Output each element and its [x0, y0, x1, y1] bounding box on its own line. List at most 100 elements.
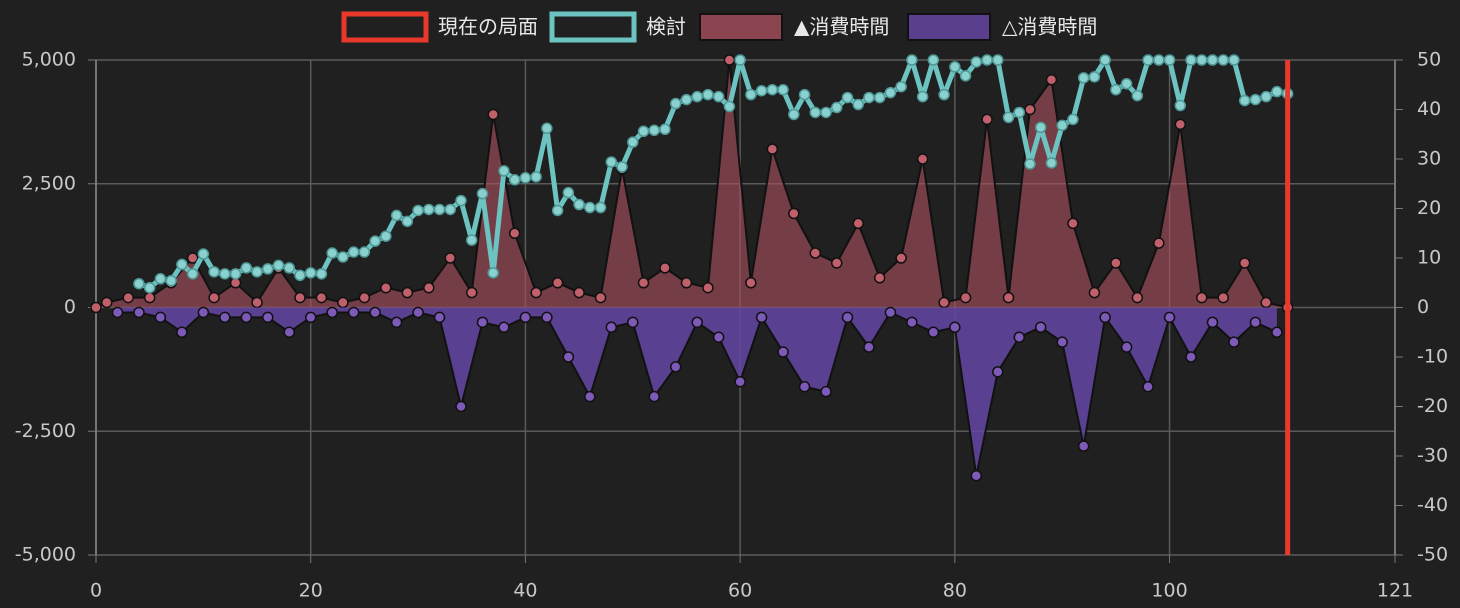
point: [1163, 311, 1176, 324]
point: [1131, 291, 1144, 304]
point: [240, 262, 253, 274]
point: [326, 306, 338, 319]
point: [1067, 113, 1079, 126]
point: [229, 268, 242, 280]
point: [551, 277, 564, 289]
point: [734, 54, 746, 66]
point: [702, 88, 714, 101]
point: [916, 153, 929, 165]
point: [412, 204, 424, 217]
point: [1153, 237, 1165, 249]
point: [347, 306, 360, 319]
point: [809, 106, 822, 119]
point: [1110, 83, 1122, 96]
point: [143, 291, 156, 304]
y-tick-label: -2,500: [15, 420, 76, 442]
point: [992, 366, 1004, 378]
point: [723, 100, 736, 113]
point: [476, 187, 489, 200]
y2-tick-label: -20: [1417, 395, 1448, 417]
point: [766, 143, 779, 155]
point: [1077, 72, 1090, 84]
point: [251, 296, 263, 309]
point: [197, 248, 210, 260]
x-tick-label: 60: [728, 580, 752, 602]
point: [1045, 157, 1058, 169]
y2-tick-label: 20: [1417, 197, 1441, 219]
point: [1217, 54, 1229, 66]
point: [1249, 316, 1262, 329]
y2-tick-label: 40: [1417, 98, 1441, 120]
point: [1174, 118, 1187, 131]
point: [1185, 54, 1197, 66]
point: [841, 311, 854, 324]
point: [186, 268, 199, 280]
point: [831, 101, 843, 114]
point: [627, 136, 639, 148]
y2-tick-label: -30: [1417, 445, 1448, 467]
point: [788, 207, 800, 220]
point: [465, 286, 478, 299]
point: [1142, 380, 1154, 393]
x-tick-label: 0: [90, 580, 102, 602]
point: [959, 70, 972, 82]
point: [1034, 321, 1047, 334]
point: [240, 311, 253, 324]
point: [637, 125, 650, 138]
point: [852, 217, 864, 230]
point: [541, 311, 553, 324]
legend-swatch: [699, 13, 783, 41]
point: [283, 326, 295, 338]
point: [584, 390, 596, 403]
point: [669, 97, 682, 110]
point: [186, 252, 199, 264]
point: [476, 316, 489, 329]
point: [315, 268, 328, 280]
point: [100, 296, 113, 309]
point: [315, 291, 328, 304]
point: [208, 291, 220, 304]
point: [508, 174, 521, 186]
point: [723, 54, 736, 66]
point: [444, 252, 457, 264]
point: [562, 351, 575, 363]
point: [895, 252, 907, 264]
point: [594, 201, 607, 214]
y2-tick-label: 50: [1417, 49, 1441, 71]
point: [873, 91, 886, 104]
point: [1271, 326, 1283, 338]
point: [1067, 217, 1079, 230]
point: [831, 257, 843, 269]
point: [390, 316, 403, 329]
point: [1110, 257, 1122, 269]
point: [627, 316, 639, 329]
point: [970, 56, 983, 68]
point: [1228, 54, 1240, 66]
point: [841, 91, 854, 104]
point: [798, 88, 811, 101]
point: [927, 54, 940, 66]
point: [745, 88, 757, 101]
point: [380, 281, 392, 294]
point: [1142, 54, 1154, 66]
point: [423, 281, 435, 294]
point: [949, 61, 961, 73]
point: [691, 90, 703, 103]
point: [1099, 54, 1111, 66]
point: [1238, 94, 1251, 107]
point: [519, 311, 532, 324]
point: [659, 262, 671, 274]
x-tick-label: 121: [1377, 580, 1413, 602]
point: [154, 311, 167, 324]
point: [1034, 121, 1047, 134]
point: [219, 268, 231, 280]
y-tick-label: 0: [64, 296, 76, 318]
point: [927, 326, 940, 338]
point: [133, 277, 145, 290]
point: [1238, 257, 1251, 269]
point: [251, 266, 263, 278]
point: [1196, 54, 1208, 66]
point: [390, 209, 403, 222]
point: [122, 291, 134, 304]
